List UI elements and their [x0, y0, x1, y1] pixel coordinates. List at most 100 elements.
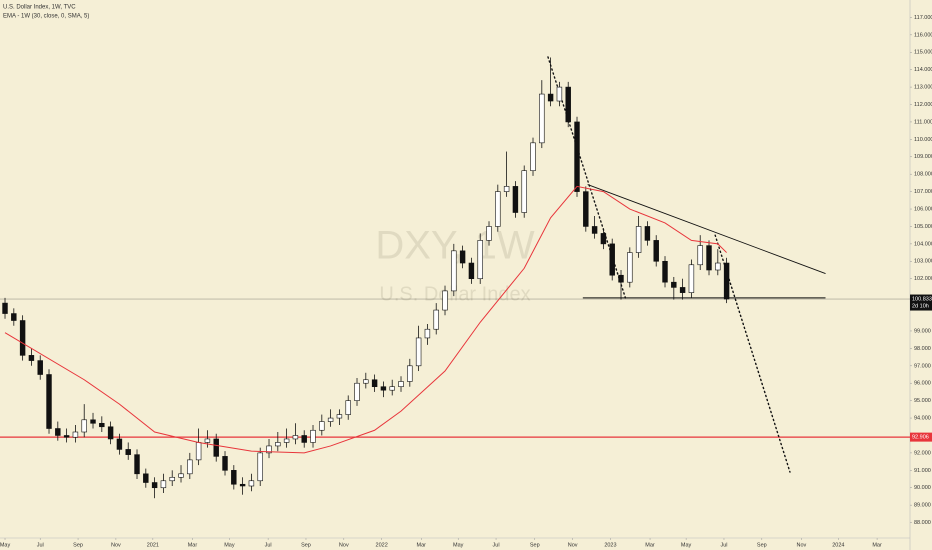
y-tick-label: 107.000 — [914, 189, 932, 195]
candle-body — [37, 360, 43, 375]
candle-body — [521, 170, 527, 213]
candle-body — [583, 191, 589, 227]
candle-body — [380, 386, 387, 391]
candle-body — [600, 233, 607, 245]
candle-body — [257, 452, 263, 482]
candle-body — [63, 435, 70, 438]
x-tick-label: May — [681, 542, 692, 548]
candle-body — [389, 386, 395, 391]
candle-body — [433, 309, 439, 330]
y-tick-label: 106.000 — [914, 206, 932, 212]
y-tick-label: 116.000 — [914, 32, 932, 38]
x-tick-label: Jul — [720, 542, 727, 548]
candle-body — [530, 142, 536, 172]
candle-body — [204, 438, 211, 443]
candle-body — [151, 482, 158, 489]
y-tick-label: 94.000 — [914, 416, 931, 422]
candle-body — [301, 435, 307, 443]
candle-body — [424, 328, 431, 339]
candle-body — [635, 226, 642, 253]
candle-body — [547, 93, 554, 102]
y-tick-label: 89.000 — [914, 503, 931, 509]
candle-body — [715, 262, 721, 271]
candle-body — [319, 421, 325, 431]
candle-body — [222, 456, 228, 471]
price-label: 100.833 — [912, 296, 932, 302]
x-tick-label: Sep — [73, 542, 83, 548]
candle-body — [503, 186, 510, 192]
y-tick-label: 108.000 — [914, 172, 932, 178]
y-tick-label: 113.000 — [914, 85, 932, 91]
y-tick-label: 115.000 — [914, 50, 932, 56]
candle-body — [371, 379, 378, 388]
x-tick-label: 2024 — [832, 542, 844, 548]
candle-body — [688, 264, 695, 293]
x-tick-label: May — [453, 542, 464, 548]
candle-body — [459, 250, 466, 264]
candle-body — [266, 445, 272, 454]
y-tick-label: 99.000 — [914, 328, 931, 334]
x-tick-label: Nov — [568, 542, 578, 548]
candle-body — [512, 186, 519, 213]
candle-body — [28, 355, 35, 361]
x-tick-label: Sep — [301, 542, 311, 548]
trend-line — [587, 184, 826, 274]
y-tick-label: 103.000 — [914, 259, 932, 265]
x-tick-label: 2021 — [147, 542, 159, 548]
candle-body — [627, 252, 633, 283]
candle-body — [679, 287, 686, 293]
candle-body — [609, 243, 615, 276]
y-tick-label: 97.000 — [914, 363, 931, 369]
candle-body — [723, 262, 730, 300]
candle-body — [671, 281, 677, 288]
y-tick-label: 95.000 — [914, 398, 931, 404]
x-tick-label: Nov — [797, 542, 807, 548]
candle-body — [46, 374, 52, 429]
candle-body — [187, 459, 193, 475]
candle-body — [125, 449, 131, 455]
candle-body — [697, 245, 703, 266]
candle-body — [55, 428, 61, 436]
candle-body — [327, 417, 334, 422]
candle-body — [107, 426, 114, 440]
candle-body — [407, 365, 413, 382]
candle-body — [415, 337, 422, 367]
candle-body — [239, 483, 246, 487]
candle-body — [134, 454, 140, 475]
y-tick-label: 112.000 — [914, 102, 932, 108]
candle-body — [442, 290, 448, 311]
x-tick-label: 2022 — [376, 542, 388, 548]
y-tick-label: 91.000 — [914, 468, 931, 474]
candle-body — [477, 240, 483, 280]
y-tick-label: 111.000 — [914, 119, 932, 125]
candle-body — [565, 86, 571, 123]
x-tick-label: Nov — [111, 542, 121, 548]
candle-body — [574, 121, 580, 192]
candle-body — [495, 191, 501, 227]
x-tick-label: Sep — [530, 542, 540, 548]
y-tick-label: 98.000 — [914, 346, 931, 352]
price-label-box — [910, 432, 932, 442]
candle-body — [2, 302, 8, 314]
x-tick-label: May — [0, 542, 10, 548]
chart-title: U.S. Dollar Index, 1W, TVC — [3, 5, 76, 11]
y-tick-label: 110.000 — [914, 137, 932, 143]
candle-body — [591, 226, 598, 234]
candle-body — [468, 262, 475, 280]
candle-body — [116, 438, 123, 450]
candle-body — [143, 473, 149, 483]
x-tick-label: Jul — [37, 542, 44, 548]
candle-body — [72, 431, 79, 438]
y-tick-label: 105.000 — [914, 224, 932, 230]
candle-body — [99, 422, 105, 428]
y-tick-label: 102.000 — [914, 276, 932, 282]
candle-body — [345, 400, 351, 415]
candle-body — [81, 419, 87, 433]
y-tick-label: 109.000 — [914, 154, 932, 160]
candle-body — [195, 442, 202, 461]
x-tick-label: Mar — [872, 542, 882, 548]
candle-body — [706, 245, 712, 271]
candle-body — [160, 480, 167, 489]
candle-body — [90, 419, 96, 424]
